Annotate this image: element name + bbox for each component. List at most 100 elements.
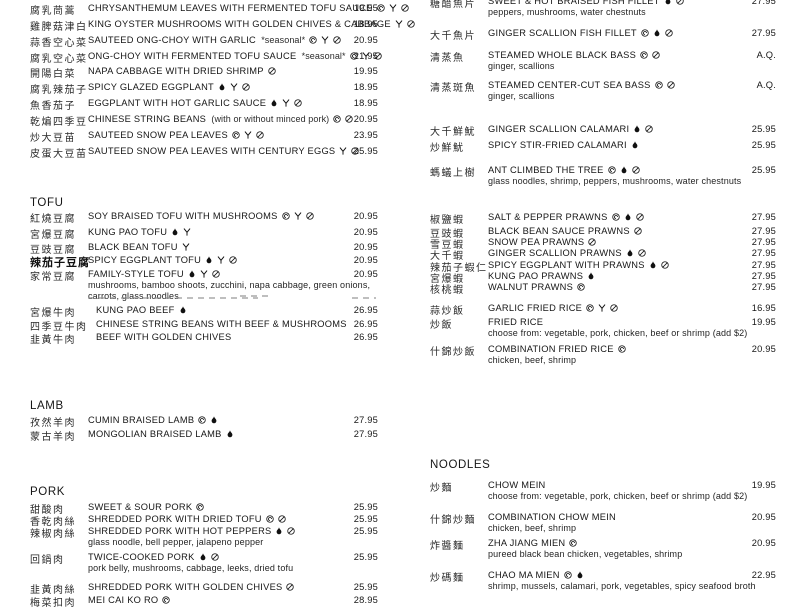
item-name-english: COMBINATION CHOW MEIN xyxy=(488,512,616,522)
item-name-chinese: 蒙古羊肉 xyxy=(30,432,76,443)
item-name-chinese: 螞蟻上樹 xyxy=(430,168,476,179)
item-name-english: GINGER SCALLION CALAMARI xyxy=(488,124,653,134)
menu-item: 宮爆牛肉 KUNG PAO BEEF 26.95 xyxy=(30,304,378,319)
item-description: choose from: vegetable, pork, chicken, b… xyxy=(488,328,748,338)
item-price: 27.95 xyxy=(751,260,776,270)
crossed-circle-icon xyxy=(286,583,294,591)
y-glass-icon xyxy=(339,147,347,155)
y-glass-icon xyxy=(230,83,238,91)
item-price: 27.95 xyxy=(353,415,378,425)
item-name-text: SHREDDED PORK WITH GOLDEN CHIVES xyxy=(88,582,283,592)
item-name-chinese: 皮蛋大豆苗 xyxy=(30,149,88,160)
item-name-text: GINGER SCALLION FISH FILLET xyxy=(488,28,637,38)
clipped-row-artifact xyxy=(88,297,258,299)
flame-icon xyxy=(624,213,632,221)
item-name-text: CHRYSANTHEMUM LEAVES WITH FERMENTED TOFU… xyxy=(88,3,373,13)
swirl-circle-icon xyxy=(655,81,663,89)
item-note: (with or without minced pork) xyxy=(206,114,330,124)
menu-item: 宮爆蝦 KUNG PAO PRAWNS 27.95 xyxy=(430,270,776,285)
item-name-chinese: 腐乳茼蒿 xyxy=(30,6,76,17)
item-description: shrimp, mussels, calamari, pork, vegetab… xyxy=(488,581,756,591)
item-price: 18.95 xyxy=(353,82,378,92)
item-name-text: KUNG PAO BEEF xyxy=(96,305,175,315)
item-name-english: SAUTEED SNOW PEA LEAVES WITH CENTURY EGG… xyxy=(88,146,359,156)
item-name-english: SAUTEED ONG-CHOY WITH GARLIC *seasonal* xyxy=(88,35,341,45)
item-name-text: CHINESE STRING BEANS xyxy=(88,114,207,124)
crossed-circle-icon xyxy=(229,256,237,264)
item-name-text: SWEET & HOT BRAISED FISH FILLET xyxy=(488,0,660,6)
crossed-circle-icon xyxy=(278,515,286,523)
item-price: 27.95 xyxy=(751,237,776,247)
item-name-chinese: 什錦炒飯 xyxy=(430,347,476,358)
flame-icon xyxy=(171,228,179,236)
menu-item: 辣椒肉絲 SHREDDED PORK WITH HOT PEPPERS 25.95 xyxy=(30,525,378,540)
item-name-chinese: 腐乳空心菜 xyxy=(30,54,88,65)
item-name-text: GINGER SCALLION CALAMARI xyxy=(488,124,630,134)
menu-item: 韭黃牛肉 BEEF WITH GOLDEN CHIVES 26.95 xyxy=(30,331,378,346)
menu-item: 炒大豆苗 SAUTEED SNOW PEA LEAVES 23.95 xyxy=(30,129,378,144)
item-name-text: TWICE-COOKED PORK xyxy=(88,552,195,562)
item-name-text: SAUTEED SNOW PEA LEAVES xyxy=(88,130,228,140)
swirl-circle-icon xyxy=(198,416,206,424)
crossed-circle-icon xyxy=(636,213,644,221)
menu-item: 雪豆蝦 SNOW PEA PRAWNS 27.95 xyxy=(430,236,776,251)
item-name-english: SPICY EGGPLANT TOFU xyxy=(88,255,237,265)
menu-item: 孜然羊肉 CUMIN BRAISED LAMB 27.95 xyxy=(30,414,378,429)
item-price: A.Q. xyxy=(756,80,776,90)
item-name-english: COMBINATION FRIED RICE xyxy=(488,344,626,354)
item-description: glass noodles, shrimp, peppers, mushroom… xyxy=(488,176,742,186)
item-price: 27.95 xyxy=(751,282,776,292)
item-name-english: GINGER SCALLION FISH FILLET xyxy=(488,28,673,38)
item-name-chinese: 大千蝦 xyxy=(430,251,465,262)
item-name-chinese: 什錦炒麵 xyxy=(430,515,476,526)
item-name-english: SAUTEED SNOW PEA LEAVES xyxy=(88,130,264,140)
flame-icon xyxy=(210,416,218,424)
item-name-english: NAPA CABBAGE WITH DRIED SHRIMP xyxy=(88,66,276,76)
item-name-chinese: 糖醋魚片 xyxy=(430,0,476,10)
item-name-text: BLACK BEAN SAUCE PRAWNS xyxy=(488,226,630,236)
flame-icon xyxy=(664,0,672,5)
menu-item: 炒飯 FRIED RICE 19.95 xyxy=(430,316,776,331)
y-glass-icon xyxy=(598,304,606,312)
flame-icon xyxy=(205,256,213,264)
item-name-english: SPICY EGGPLANT WITH PRAWNS xyxy=(488,260,669,270)
item-name-chinese: 清蒸斑魚 xyxy=(430,83,476,94)
item-price: 25.95 xyxy=(353,514,378,524)
item-name-chinese: 四季豆牛肉 xyxy=(30,322,88,333)
item-name-text: GARLIC FRIED RICE xyxy=(488,303,583,313)
item-note: *seasonal* xyxy=(296,51,346,61)
item-name-english: SPICY GLAZED EGGPLANT xyxy=(88,82,250,92)
item-price: 21.95 xyxy=(353,51,378,61)
item-name-chinese: 宮爆牛肉 xyxy=(30,308,76,319)
item-name-chinese: 炒鮮魷 xyxy=(430,143,465,154)
item-name-text: WALNUT PRAWNS xyxy=(488,282,574,292)
y-glass-icon xyxy=(389,4,397,12)
item-name-chinese: 蒜香空心菜 xyxy=(30,38,88,49)
item-name-english: MEI CAI KO RO xyxy=(88,595,170,605)
item-name-english: CUMIN BRAISED LAMB xyxy=(88,415,218,425)
item-name-chinese: 椒鹽蝦 xyxy=(430,215,465,226)
crossed-circle-icon xyxy=(632,166,640,174)
item-price: 25.95 xyxy=(353,502,378,512)
menu-item: 紅燒豆腐 SOY BRAISED TOFU WITH MUSHROOMS 20.95 xyxy=(30,210,378,225)
y-glass-icon xyxy=(217,256,225,264)
menu-item: 魚香茄子 EGGPLANT WITH HOT GARLIC SAUCE 18.95 xyxy=(30,97,378,112)
menu-item: 腐乳空心菜 ONG-CHOY WITH FERMENTED TOFU SAUCE … xyxy=(30,50,378,65)
menu-item: 炸醬麵 ZHA JIANG MIEN 20.95 xyxy=(430,537,776,552)
section-header-pork: PORK xyxy=(30,486,65,498)
menu-item: 蒜炒飯 GARLIC FRIED RICE 16.95 xyxy=(430,302,776,317)
item-name-english: SHREDDED PORK WITH DRIED TOFU xyxy=(88,514,286,524)
item-description: ginger, scallions xyxy=(488,61,555,71)
crossed-circle-icon xyxy=(610,304,618,312)
menu-item: 辣茄子蝦仁 SPICY EGGPLANT WITH PRAWNS 27.95 xyxy=(430,259,776,274)
item-price: 26.95 xyxy=(353,332,378,342)
menu-item: 炒碼麵 CHAO MA MIEN 22.95 xyxy=(430,569,776,584)
item-name-chinese: 豆豉豆腐 xyxy=(30,245,76,256)
menu-item: 開陽白菜 NAPA CABBAGE WITH DRIED SHRIMP 19.95 xyxy=(30,65,378,80)
item-name-chinese: 甜酸肉 xyxy=(30,505,65,516)
item-name-text: MEI CAI KO RO xyxy=(88,595,159,605)
item-name-english: ANT CLIMBED THE TREE xyxy=(488,165,640,175)
item-name-english: CHINESE STRING BEANS (with or without mi… xyxy=(88,114,353,124)
item-name-english: STEAMED CENTER-CUT SEA BASS xyxy=(488,80,675,90)
item-price: 25.95 xyxy=(353,552,378,562)
